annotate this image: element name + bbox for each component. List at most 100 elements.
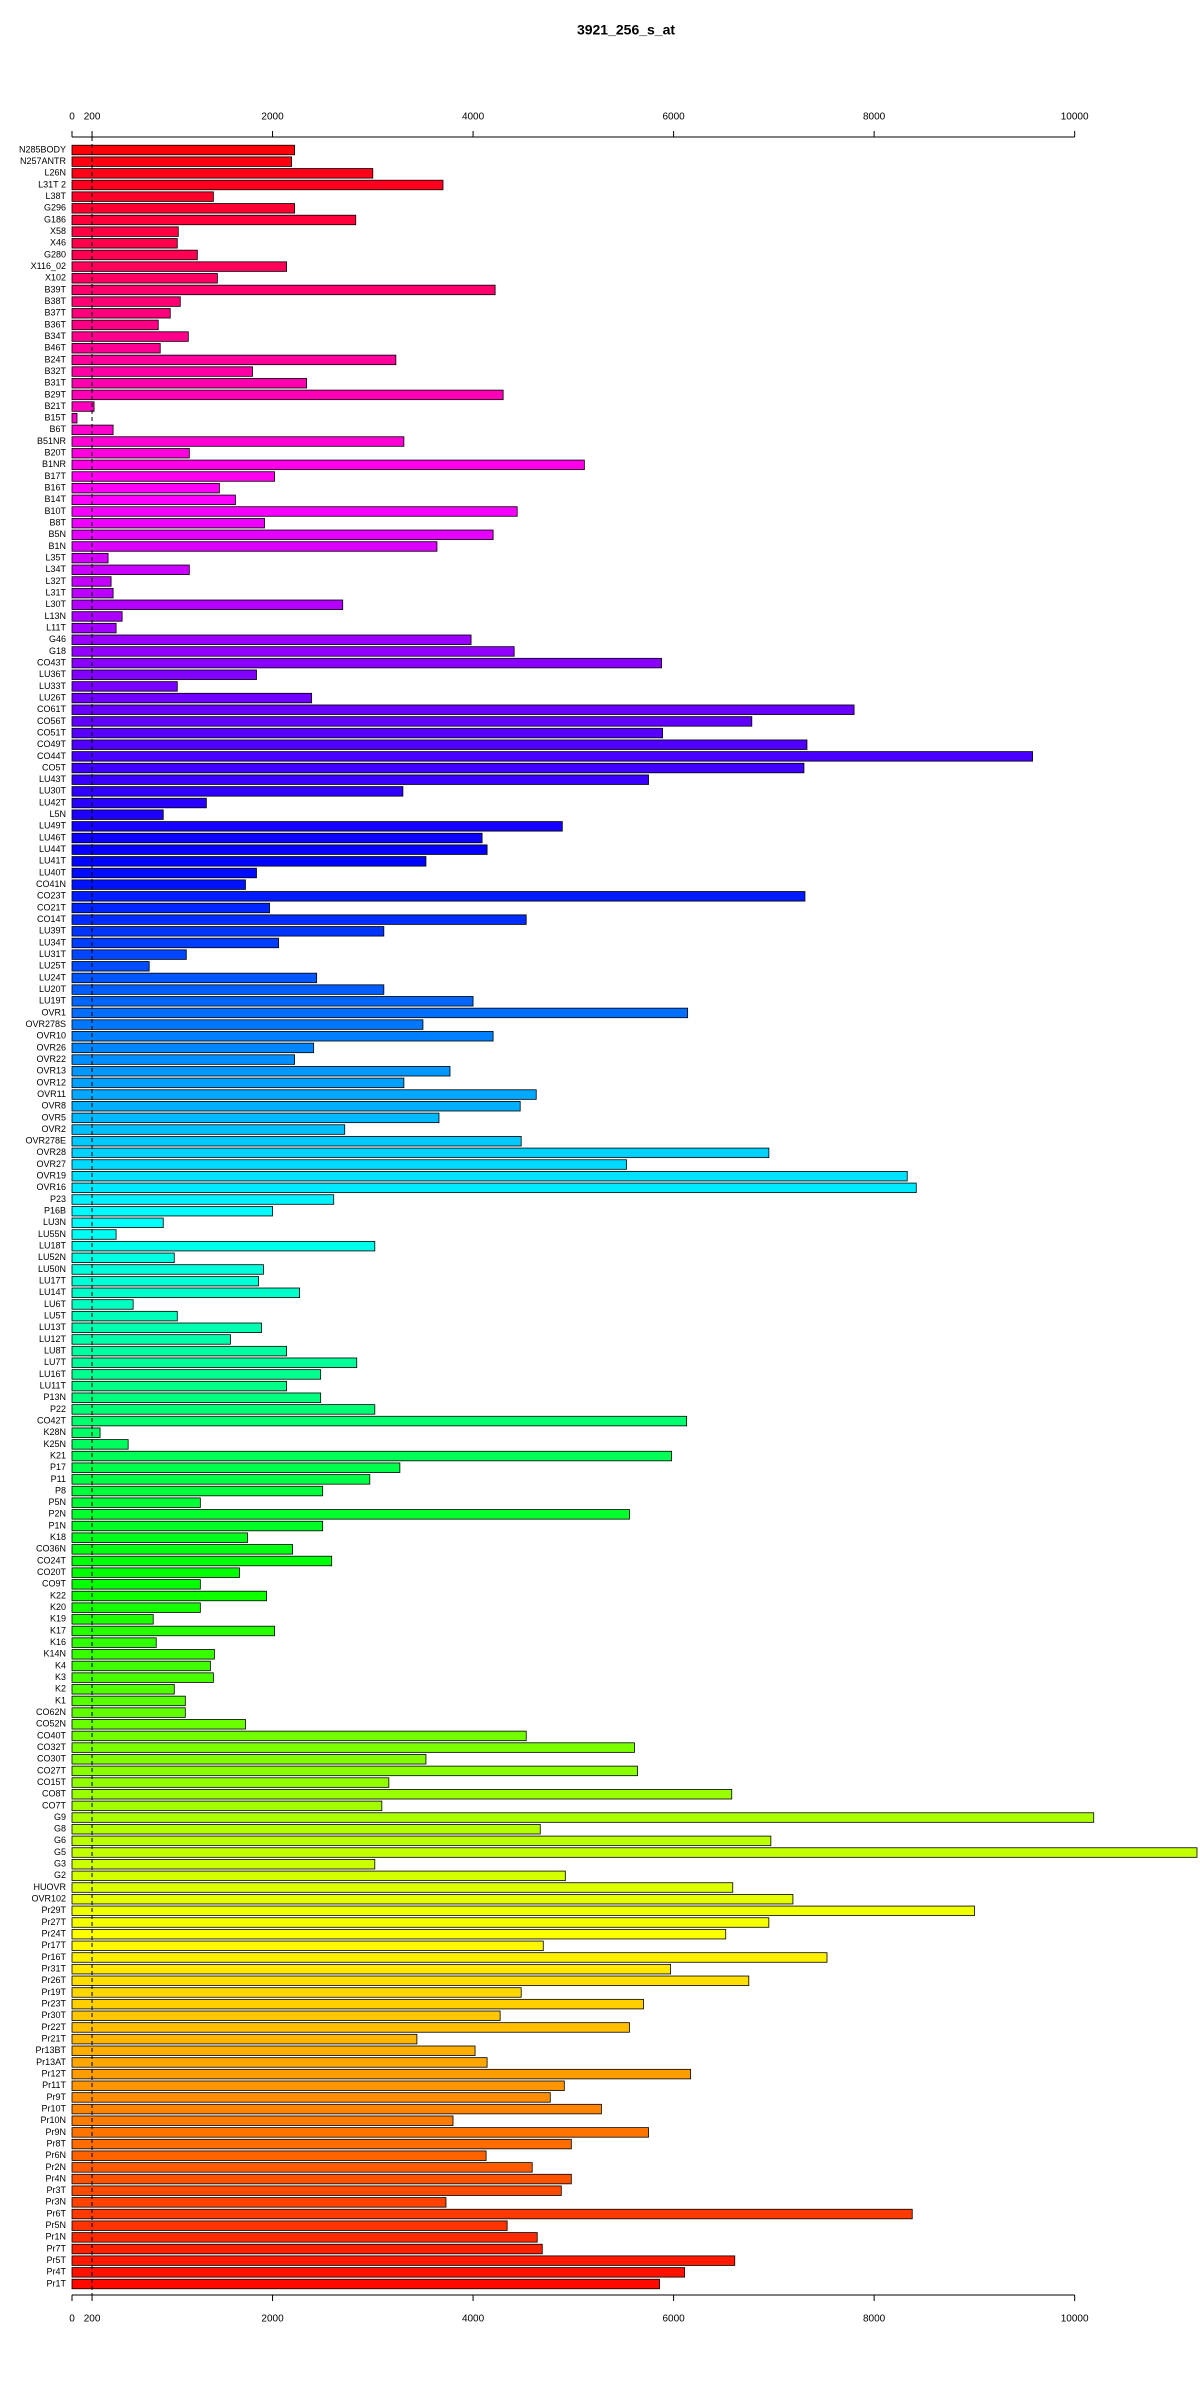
y-category-label: OVR278S xyxy=(25,1019,66,1029)
y-category-label: X58 xyxy=(50,226,66,236)
bar xyxy=(71,2255,736,2266)
bar xyxy=(71,622,117,634)
x-tick-label: 200 xyxy=(84,2314,101,2325)
bar xyxy=(71,2010,501,2021)
y-category-label: HUOVR xyxy=(33,1882,66,1892)
bar xyxy=(71,2068,692,2080)
bar xyxy=(71,902,270,914)
bar xyxy=(71,832,483,844)
bar xyxy=(71,926,385,937)
bar xyxy=(71,1392,322,1403)
y-category-label: Pr26T xyxy=(41,1975,66,1985)
y-category-label: B1NR xyxy=(42,459,67,469)
y-category-label: CO20T xyxy=(37,1567,67,1577)
x-tick-label: 4000 xyxy=(462,2314,485,2325)
y-category-label: LU41T xyxy=(39,856,67,866)
y-category-label: B39T xyxy=(44,284,66,294)
y-category-label: CO14T xyxy=(37,914,67,924)
y-category-label: Pr19T xyxy=(41,1987,66,1997)
y-category-label: LU11T xyxy=(40,1380,67,1390)
bar xyxy=(71,1264,264,1275)
bar xyxy=(71,296,181,307)
y-category-label: L31T 2 xyxy=(38,179,66,189)
y-category-label: LU52N xyxy=(38,1252,66,1262)
x-tick-label: 8000 xyxy=(863,2314,886,2325)
y-category-label: LU26T xyxy=(39,692,67,702)
y-category-label: Pr23T xyxy=(41,1999,66,2009)
y-category-label: B38T xyxy=(44,296,66,306)
y-category-label: OVR13 xyxy=(36,1066,66,1076)
y-category-label: P13N xyxy=(43,1392,66,1402)
y-category-label: B14T xyxy=(44,494,66,504)
bar xyxy=(71,238,178,249)
y-category-label: L32T xyxy=(45,576,66,586)
y-category-label: Pr29T xyxy=(41,1905,66,1915)
y-category-label: CO36N xyxy=(36,1544,66,1554)
bar xyxy=(71,424,114,436)
y-category-label: LU39T xyxy=(39,926,67,936)
bar xyxy=(71,506,518,517)
y-category-label: LU16T xyxy=(39,1369,67,1379)
chart-title: 3921_256_s_at xyxy=(577,22,675,38)
bar xyxy=(71,2033,418,2045)
y-category-label: CO44T xyxy=(37,751,67,761)
bar xyxy=(71,459,585,471)
bar xyxy=(71,401,95,412)
y-category-label: B24T xyxy=(44,354,66,364)
y-category-label: X46 xyxy=(50,238,66,248)
bar xyxy=(71,599,344,610)
y-category-label: CO62N xyxy=(36,1707,66,1717)
y-category-label: G3 xyxy=(54,1859,66,1869)
y-category-label: P1N xyxy=(48,1520,66,1530)
bar xyxy=(71,611,123,622)
y-category-label: X102 xyxy=(45,273,66,283)
bar xyxy=(71,1252,175,1263)
bar xyxy=(71,482,220,494)
y-category-label: Pr3N xyxy=(45,2197,66,2207)
bar xyxy=(71,1754,427,1765)
bar xyxy=(71,704,855,715)
bar xyxy=(71,1998,644,2010)
y-category-label: L5N xyxy=(49,809,66,819)
bar xyxy=(71,1870,566,1882)
bar xyxy=(71,1824,541,1835)
y-category-label: B20T xyxy=(44,448,66,458)
y-category-label: B10T xyxy=(44,506,66,516)
y-category-label: K4 xyxy=(55,1660,66,1670)
bar xyxy=(71,448,190,459)
bar xyxy=(71,634,472,645)
bar xyxy=(71,2022,630,2033)
bar xyxy=(71,1520,324,1532)
y-category-label: CO51T xyxy=(37,727,67,737)
y-category-label: LU18T xyxy=(39,1241,67,1251)
bar xyxy=(71,1847,1198,1858)
bar xyxy=(71,1719,246,1730)
y-category-label: G46 xyxy=(49,634,66,644)
bar xyxy=(71,1649,215,1660)
y-category-label: P22 xyxy=(50,1404,66,1414)
bar xyxy=(71,191,214,202)
bar xyxy=(71,1229,117,1240)
y-category-label: CO21T xyxy=(37,902,67,912)
bar xyxy=(71,1415,688,1427)
bar xyxy=(71,366,253,377)
bar xyxy=(71,1007,689,1019)
bar xyxy=(71,1940,544,1952)
y-category-label: G280 xyxy=(44,249,66,259)
bar xyxy=(71,2057,488,2068)
y-category-label: K18 xyxy=(50,1532,66,1542)
y-category-label: N285BODY xyxy=(19,144,66,154)
bar xyxy=(71,1579,201,1590)
bar xyxy=(71,1357,358,1368)
y-category-label: CO8T xyxy=(42,1789,67,1799)
y-category-label: LU42T xyxy=(39,797,67,807)
bar xyxy=(71,436,405,447)
bar xyxy=(71,1217,164,1229)
bar xyxy=(71,996,474,1007)
bar xyxy=(71,1882,734,1893)
y-category-label: OVR26 xyxy=(36,1042,66,1052)
bar xyxy=(71,2243,543,2255)
bar xyxy=(71,273,218,284)
y-category-label: K2 xyxy=(55,1684,66,1694)
y-category-label: Pr24T xyxy=(41,1929,66,1939)
